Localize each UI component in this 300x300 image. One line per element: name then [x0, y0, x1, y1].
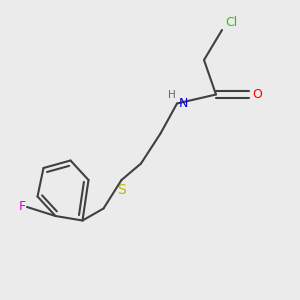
- Text: S: S: [117, 183, 126, 197]
- Text: O: O: [252, 88, 262, 101]
- Text: N: N: [178, 97, 188, 110]
- Text: H: H: [168, 91, 176, 100]
- Text: F: F: [18, 200, 26, 214]
- Text: Cl: Cl: [225, 16, 237, 28]
